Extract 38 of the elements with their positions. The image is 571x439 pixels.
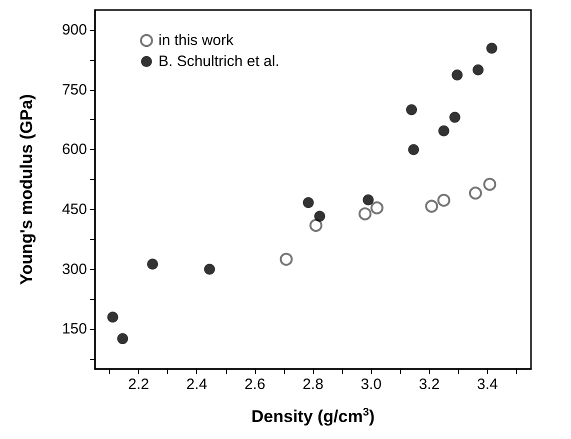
y-axis-title: Young's modulus (GPa) — [17, 94, 36, 285]
point — [204, 264, 216, 275]
point — [358, 207, 372, 220]
x-tick-label: 2.4 — [186, 376, 208, 393]
point — [408, 144, 420, 156]
point — [406, 104, 418, 116]
point — [314, 210, 326, 222]
point — [483, 178, 496, 191]
legend-label: B. Schultrich et al. — [158, 53, 280, 70]
point — [438, 125, 450, 136]
point — [302, 197, 314, 208]
point — [370, 201, 384, 214]
point — [107, 312, 118, 323]
point — [362, 194, 374, 206]
point — [449, 112, 460, 123]
point — [309, 218, 322, 232]
point — [486, 42, 498, 54]
point — [280, 252, 293, 266]
y-tick-label: 900 — [62, 21, 87, 38]
point — [117, 333, 128, 344]
point — [452, 70, 463, 81]
point — [425, 200, 438, 213]
x-tick-label: 2.2 — [128, 376, 150, 393]
legend-label: in this work — [158, 32, 234, 49]
y-tick-label: 750 — [62, 81, 87, 98]
y-tick-label: 150 — [62, 320, 87, 338]
point — [472, 64, 484, 76]
point — [437, 194, 450, 207]
x-tick-label: 2.8 — [302, 376, 324, 393]
point — [468, 186, 482, 200]
y-tick-label: 600 — [62, 141, 87, 158]
x-tick-label: 3.4 — [476, 376, 498, 393]
x-tick-label: 2.6 — [244, 376, 266, 393]
y-tick-label: 450 — [62, 200, 87, 218]
y-tick-label: 300 — [62, 260, 87, 278]
text: 3.0 — [360, 376, 382, 393]
point — [147, 258, 158, 270]
x-tick-label: 3.2 — [418, 376, 440, 393]
